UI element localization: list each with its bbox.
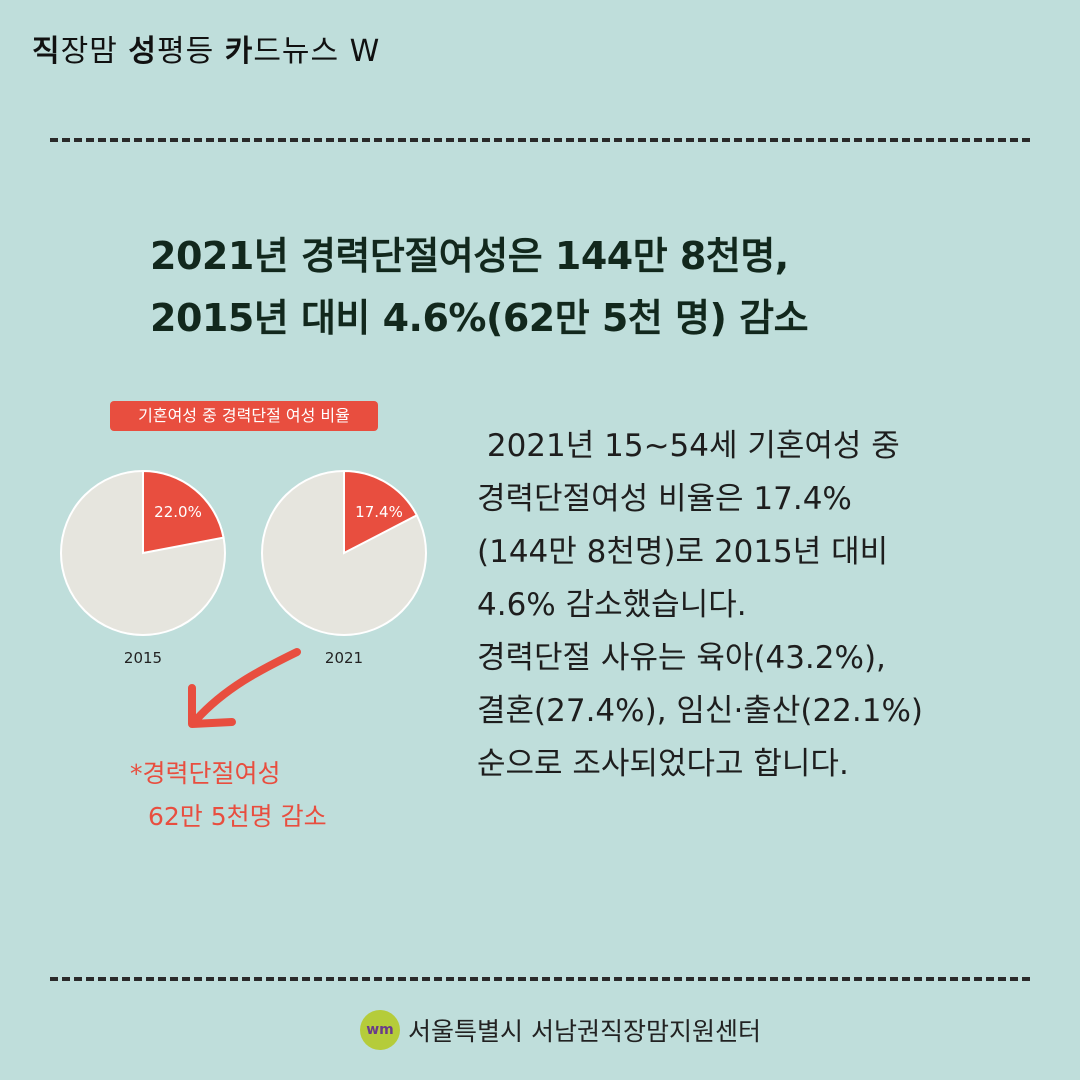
headline-line: 2021년 경력단절여성은 144만 8천명, (150, 234, 789, 278)
body-line: 2021년 15~54세 기혼여성 중 (477, 428, 900, 464)
brand-part: 직 (32, 34, 61, 69)
pie-year-label: 2015 (124, 649, 162, 667)
body-line: 4.6% 감소했습니다. (477, 587, 747, 623)
pie-value-label: 22.0% (154, 503, 202, 521)
brand-part: 카 (224, 34, 254, 69)
note-line: *경력단절여성 (130, 759, 281, 788)
arrow-stroke (192, 648, 301, 724)
brand-part: 성 (128, 34, 157, 69)
pie-highlight-slice (343, 469, 419, 555)
body-line: (144만 8천명)로 2015년 대비 (477, 534, 889, 570)
headline-line: 2015년 대비 4.6%(62만 5천 명) 감소 (150, 296, 809, 340)
chart-title: 기혼여성 중 경력단절 여성 비율 (110, 401, 378, 431)
brand-part: 장맘 (60, 34, 129, 69)
headline: 2021년 경력단절여성은 144만 8천명, 2015년 대비 4.6%(62… (150, 225, 809, 349)
pie-charts: 22.0% 2015 17.4% 2021 (60, 469, 427, 728)
divider-bottom (50, 977, 1030, 981)
body-line: 경력단절 사유는 육아(43.2%), (477, 640, 886, 676)
brand-part: 드뉴스 W (253, 34, 381, 69)
pie-value-label: 17.4% (355, 503, 403, 521)
divider-top (50, 138, 1030, 142)
decrease-note: *경력단절여성 62만 5천명 감소 (130, 752, 327, 838)
arrow-head (188, 684, 236, 728)
pie-year-label: 2021 (325, 649, 363, 667)
footer-logo: wm 서울특별시 서남권직장맘지원센터 (360, 1010, 761, 1050)
org-name: 서울특별시 서남권직장맘지원센터 (408, 1017, 761, 1046)
body-line: 결혼(27.4%), 임신·출산(22.1%) (477, 693, 924, 729)
brand-part: 평등 (156, 34, 225, 69)
body-line: 경력단절여성 비율은 17.4% (477, 481, 852, 517)
pie-highlight-slice (142, 469, 225, 555)
body-line: 순으로 조사되었다고 합니다. (477, 746, 849, 782)
brand-title: 직장맘 성평등 카드뉴스 W (32, 26, 380, 70)
logo-mark: wm (360, 1010, 400, 1050)
note-line: 62만 5천명 감소 (148, 802, 327, 831)
